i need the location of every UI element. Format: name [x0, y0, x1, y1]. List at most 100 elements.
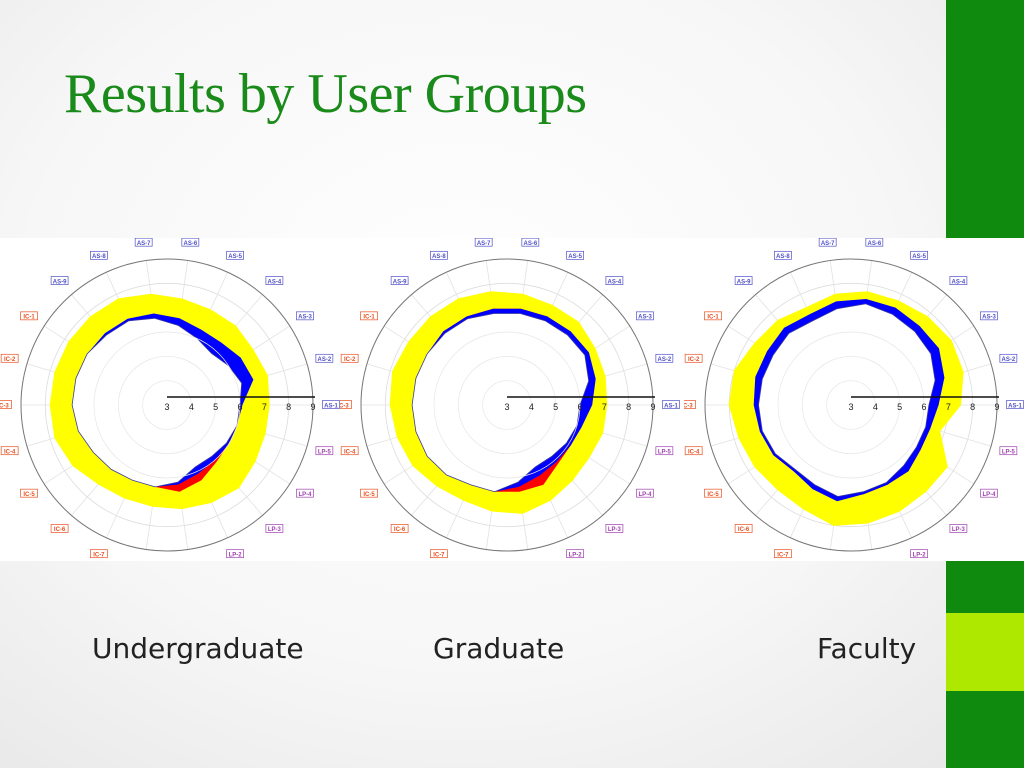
axis-label-as-7: AS-7 [134, 238, 153, 247]
axis-label-as-9: AS-9 [50, 276, 69, 285]
axis-label-ic-5: IC-5 [704, 488, 722, 498]
axis-label-as-7: AS-7 [818, 238, 837, 247]
grid-ring-inner [777, 331, 925, 479]
svg-text:IC-3: IC-3 [684, 403, 693, 409]
svg-text:AS-4: AS-4 [608, 279, 622, 285]
outer-ring [360, 258, 654, 552]
axis-label-as-8: AS-8 [774, 250, 792, 260]
axis-label-lp-2: LP-2 [566, 549, 584, 558]
svg-text:AS-3: AS-3 [298, 315, 312, 321]
svg-text:LP-2: LP-2 [913, 552, 927, 558]
r-tick-label: 7 [946, 402, 951, 412]
axis-label-ic-7: IC-7 [774, 549, 792, 558]
axis-label-as-2: AS-2 [999, 353, 1018, 363]
axis-label-ic-6: IC-6 [734, 524, 753, 533]
r-tick-label: 5 [213, 402, 218, 412]
svg-text:AS-3: AS-3 [982, 315, 996, 321]
axis-label-ic-5: IC-5 [360, 488, 378, 498]
svg-text:LP-3: LP-3 [268, 527, 282, 533]
green-accent-band-top [946, 0, 1024, 238]
r-tick-label: 4 [873, 402, 878, 412]
svg-text:AS-3: AS-3 [638, 315, 652, 321]
svg-text:AS-9: AS-9 [737, 279, 751, 285]
r-tick-label: 6 [921, 402, 926, 412]
series-inner-core [411, 313, 590, 493]
svg-text:LP-5: LP-5 [318, 450, 332, 456]
axis-label-as-5: AS-5 [910, 250, 928, 260]
svg-text:IC-1: IC-1 [23, 315, 35, 321]
svg-text:LP-3: LP-3 [608, 527, 622, 533]
axis-label-ic-6: IC-6 [50, 524, 69, 533]
r-tick-label: 9 [310, 402, 315, 412]
green-accent-band-bottom-2 [946, 613, 1024, 691]
r-tick-label: 8 [286, 402, 291, 412]
green-accent-band-bottom-1 [946, 561, 1024, 613]
radar-chart-undergraduate: 3 4 5 6 7 8 9 AS-1 AS-2 AS-3 AS-4 AS-5 AS-6 AS-7 AS-8 A… [0, 238, 340, 558]
svg-text:IC-2: IC-2 [688, 357, 700, 363]
svg-text:IC-5: IC-5 [363, 492, 375, 498]
svg-text:AS-2: AS-2 [658, 357, 672, 363]
axis-label-as-1: AS-1 [322, 400, 340, 409]
svg-text:IC-2: IC-2 [344, 357, 356, 363]
svg-text:AS-2: AS-2 [318, 357, 332, 363]
svg-text:IC-6: IC-6 [54, 527, 66, 533]
svg-text:IC-7: IC-7 [93, 552, 105, 558]
svg-text:AS-8: AS-8 [92, 254, 106, 260]
svg-text:LP-2: LP-2 [229, 552, 243, 558]
grid-ring-inner [482, 380, 532, 430]
axis-label-lp-5: LP-5 [315, 446, 334, 456]
svg-text:AS-7: AS-7 [137, 241, 151, 247]
r-tick-label: 3 [848, 402, 853, 412]
axis-label-lp-3: LP-3 [265, 524, 284, 533]
series-inner-core [71, 317, 243, 488]
r-tick-label: 4 [529, 402, 534, 412]
svg-text:IC-3: IC-3 [340, 403, 349, 409]
r-tick-label: 3 [164, 402, 169, 412]
axis-label-as-1: AS-1 [1006, 400, 1024, 409]
svg-text:AS-5: AS-5 [912, 254, 926, 260]
axis-label-as-5: AS-5 [226, 250, 244, 260]
r-tick-label: 5 [553, 402, 558, 412]
svg-text:AS-6: AS-6 [868, 241, 882, 247]
svg-text:IC-2: IC-2 [4, 357, 16, 363]
svg-text:AS-5: AS-5 [568, 254, 582, 260]
caption-graduate: Graduate [433, 632, 565, 665]
r-tick-label: 6 [577, 402, 582, 412]
axis-label-lp-2: LP-2 [226, 549, 244, 558]
axis-label-as-6: AS-6 [181, 238, 200, 247]
svg-text:LP-4: LP-4 [298, 492, 312, 498]
svg-text:AS-2: AS-2 [1002, 357, 1016, 363]
svg-text:IC-7: IC-7 [433, 552, 445, 558]
svg-text:IC-5: IC-5 [23, 492, 35, 498]
svg-text:IC-6: IC-6 [738, 527, 750, 533]
axis-label-as-2: AS-2 [655, 353, 674, 363]
svg-text:IC-4: IC-4 [4, 450, 16, 456]
svg-text:AS-4: AS-4 [952, 279, 966, 285]
axis-label-ic-1: IC-1 [20, 311, 38, 321]
svg-text:IC-7: IC-7 [777, 552, 789, 558]
axis-label-ic-2: IC-2 [340, 353, 359, 363]
axis-label-ic-7: IC-7 [90, 549, 108, 558]
axis-label-as-2: AS-2 [315, 353, 334, 363]
svg-text:IC-4: IC-4 [688, 450, 700, 456]
caption-undergraduate: Undergraduate [92, 632, 304, 665]
svg-text:IC-1: IC-1 [707, 315, 719, 321]
series-inner-core [758, 303, 936, 497]
r-tick-label: 8 [626, 402, 631, 412]
slide-title: Results by User Groups [64, 63, 587, 125]
grid-ring-inner [826, 380, 876, 430]
axis-label-lp-4: LP-4 [636, 488, 654, 498]
axis-label-as-8: AS-8 [430, 250, 448, 260]
svg-text:AS-1: AS-1 [1008, 403, 1022, 409]
axis-label-ic-2: IC-2 [684, 353, 703, 363]
axis-label-ic-1: IC-1 [360, 311, 378, 321]
axis-label-lp-4: LP-4 [980, 488, 998, 498]
grid-ring-inner [93, 331, 241, 479]
svg-text:AS-5: AS-5 [228, 254, 242, 260]
svg-text:AS-7: AS-7 [821, 241, 835, 247]
svg-text:IC-5: IC-5 [707, 492, 719, 498]
axis-label-ic-3: IC-3 [340, 400, 352, 409]
r-tick-label: 9 [994, 402, 999, 412]
grid-ring-inner [433, 331, 581, 479]
axis-label-lp-5: LP-5 [655, 446, 674, 456]
